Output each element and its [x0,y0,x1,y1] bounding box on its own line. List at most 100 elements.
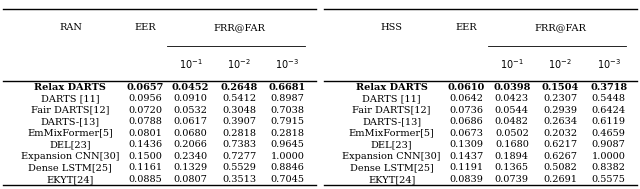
Text: 0.0686: 0.0686 [450,117,483,126]
Text: 0.2032: 0.2032 [543,129,577,138]
Text: 0.6681: 0.6681 [269,83,306,91]
Text: 0.0544: 0.0544 [495,106,529,115]
Text: 1.0000: 1.0000 [592,152,626,161]
Text: 0.0398: 0.0398 [493,83,531,91]
Text: $10^{-1}$: $10^{-1}$ [500,57,524,71]
Text: 0.7038: 0.7038 [271,106,305,115]
Text: Dense LSTM[25]: Dense LSTM[25] [349,163,433,172]
Text: $10^{-3}$: $10^{-3}$ [596,57,621,71]
Text: 0.0910: 0.0910 [173,94,207,103]
Text: Expansion CNN[30]: Expansion CNN[30] [21,152,120,161]
Text: 0.9087: 0.9087 [592,140,626,149]
Text: 0.6267: 0.6267 [543,152,577,161]
Text: 0.1894: 0.1894 [495,152,529,161]
Text: 0.7915: 0.7915 [271,117,305,126]
Text: 0.8987: 0.8987 [271,94,305,103]
Text: 0.0673: 0.0673 [449,129,484,138]
Text: 0.5529: 0.5529 [222,163,256,172]
Text: 0.5448: 0.5448 [592,94,626,103]
Text: HSS: HSS [381,23,403,32]
Text: 0.0956: 0.0956 [129,94,162,103]
Text: 0.0788: 0.0788 [129,117,163,126]
Text: 0.0617: 0.0617 [173,117,207,126]
Text: 0.2648: 0.2648 [220,83,258,91]
Text: 0.0452: 0.0452 [172,83,209,91]
Text: 0.1437: 0.1437 [449,152,484,161]
Text: 0.1436: 0.1436 [128,140,163,149]
Text: 0.6119: 0.6119 [592,117,626,126]
Text: DEL[23]: DEL[23] [49,140,91,149]
Text: 0.0423: 0.0423 [495,94,529,103]
Text: DARTS-[13]: DARTS-[13] [41,117,100,126]
Text: $10^{-2}$: $10^{-2}$ [548,57,572,71]
Text: Relax DARTS: Relax DARTS [356,83,428,91]
Text: Expansion CNN[30]: Expansion CNN[30] [342,152,441,161]
Text: 0.7277: 0.7277 [222,152,256,161]
Text: EER: EER [134,23,156,32]
Text: 0.4659: 0.4659 [592,129,626,138]
Text: 0.1504: 0.1504 [541,83,579,91]
Text: DARTS-[13]: DARTS-[13] [362,117,421,126]
Text: 0.9645: 0.9645 [271,140,305,149]
Text: 0.0807: 0.0807 [173,175,207,184]
Text: 0.0885: 0.0885 [129,175,162,184]
Text: 0.3718: 0.3718 [590,83,627,91]
Text: 0.0736: 0.0736 [449,106,484,115]
Text: EER: EER [456,23,477,32]
Text: 0.3513: 0.3513 [222,175,256,184]
Text: EKYT[24]: EKYT[24] [47,175,94,184]
Text: 0.2691: 0.2691 [543,175,577,184]
Text: DARTS [11]: DARTS [11] [41,94,100,103]
Text: 0.1329: 0.1329 [173,163,207,172]
Text: 0.0642: 0.0642 [449,94,484,103]
Text: 0.7045: 0.7045 [271,175,305,184]
Text: 0.1191: 0.1191 [449,163,484,172]
Text: 0.5082: 0.5082 [543,163,577,172]
Text: 0.2939: 0.2939 [543,106,577,115]
Text: 0.0680: 0.0680 [173,129,207,138]
Text: Dense LSTM[25]: Dense LSTM[25] [28,163,112,172]
Text: 0.7383: 0.7383 [222,140,256,149]
Text: 0.0502: 0.0502 [495,129,529,138]
Text: 0.0482: 0.0482 [495,117,529,126]
Text: DEL[23]: DEL[23] [371,140,412,149]
Text: 0.5575: 0.5575 [592,175,626,184]
Text: 0.0839: 0.0839 [450,175,484,184]
Text: 0.1500: 0.1500 [129,152,163,161]
Text: $10^{-1}$: $10^{-1}$ [179,57,202,71]
Text: 0.8846: 0.8846 [271,163,305,172]
Text: 0.6217: 0.6217 [543,140,577,149]
Text: 0.3907: 0.3907 [222,117,256,126]
Text: 0.8382: 0.8382 [592,163,626,172]
Text: $10^{-2}$: $10^{-2}$ [227,57,251,71]
Text: 0.2818: 0.2818 [271,129,305,138]
Text: 0.5412: 0.5412 [222,94,256,103]
Text: 0.3048: 0.3048 [222,106,256,115]
Text: FRR@FAR: FRR@FAR [213,23,265,32]
Text: 0.1161: 0.1161 [128,163,163,172]
Text: 0.1680: 0.1680 [495,140,529,149]
Text: 0.0532: 0.0532 [173,106,207,115]
Text: 0.0739: 0.0739 [495,175,529,184]
Text: DARTS [11]: DARTS [11] [362,94,421,103]
Text: FRR@FAR: FRR@FAR [534,23,586,32]
Text: EKYT[24]: EKYT[24] [368,175,415,184]
Text: Fair DARTS[12]: Fair DARTS[12] [31,106,109,115]
Text: Fair DARTS[12]: Fair DARTS[12] [353,106,431,115]
Text: 0.0610: 0.0610 [448,83,485,91]
Text: 0.2066: 0.2066 [173,140,207,149]
Text: 0.0657: 0.0657 [127,83,164,91]
Text: EmMixFormer[5]: EmMixFormer[5] [28,129,113,138]
Text: 0.0801: 0.0801 [129,129,163,138]
Text: Relax DARTS: Relax DARTS [35,83,106,91]
Text: 0.1365: 0.1365 [495,163,529,172]
Text: EmMixFormer[5]: EmMixFormer[5] [349,129,435,138]
Text: 0.1309: 0.1309 [449,140,484,149]
Text: 0.2634: 0.2634 [543,117,577,126]
Text: 0.2818: 0.2818 [222,129,256,138]
Text: 0.2307: 0.2307 [543,94,577,103]
Text: 0.0720: 0.0720 [128,106,163,115]
Text: 1.0000: 1.0000 [271,152,305,161]
Text: RAN: RAN [59,23,82,32]
Text: 0.2340: 0.2340 [173,152,207,161]
